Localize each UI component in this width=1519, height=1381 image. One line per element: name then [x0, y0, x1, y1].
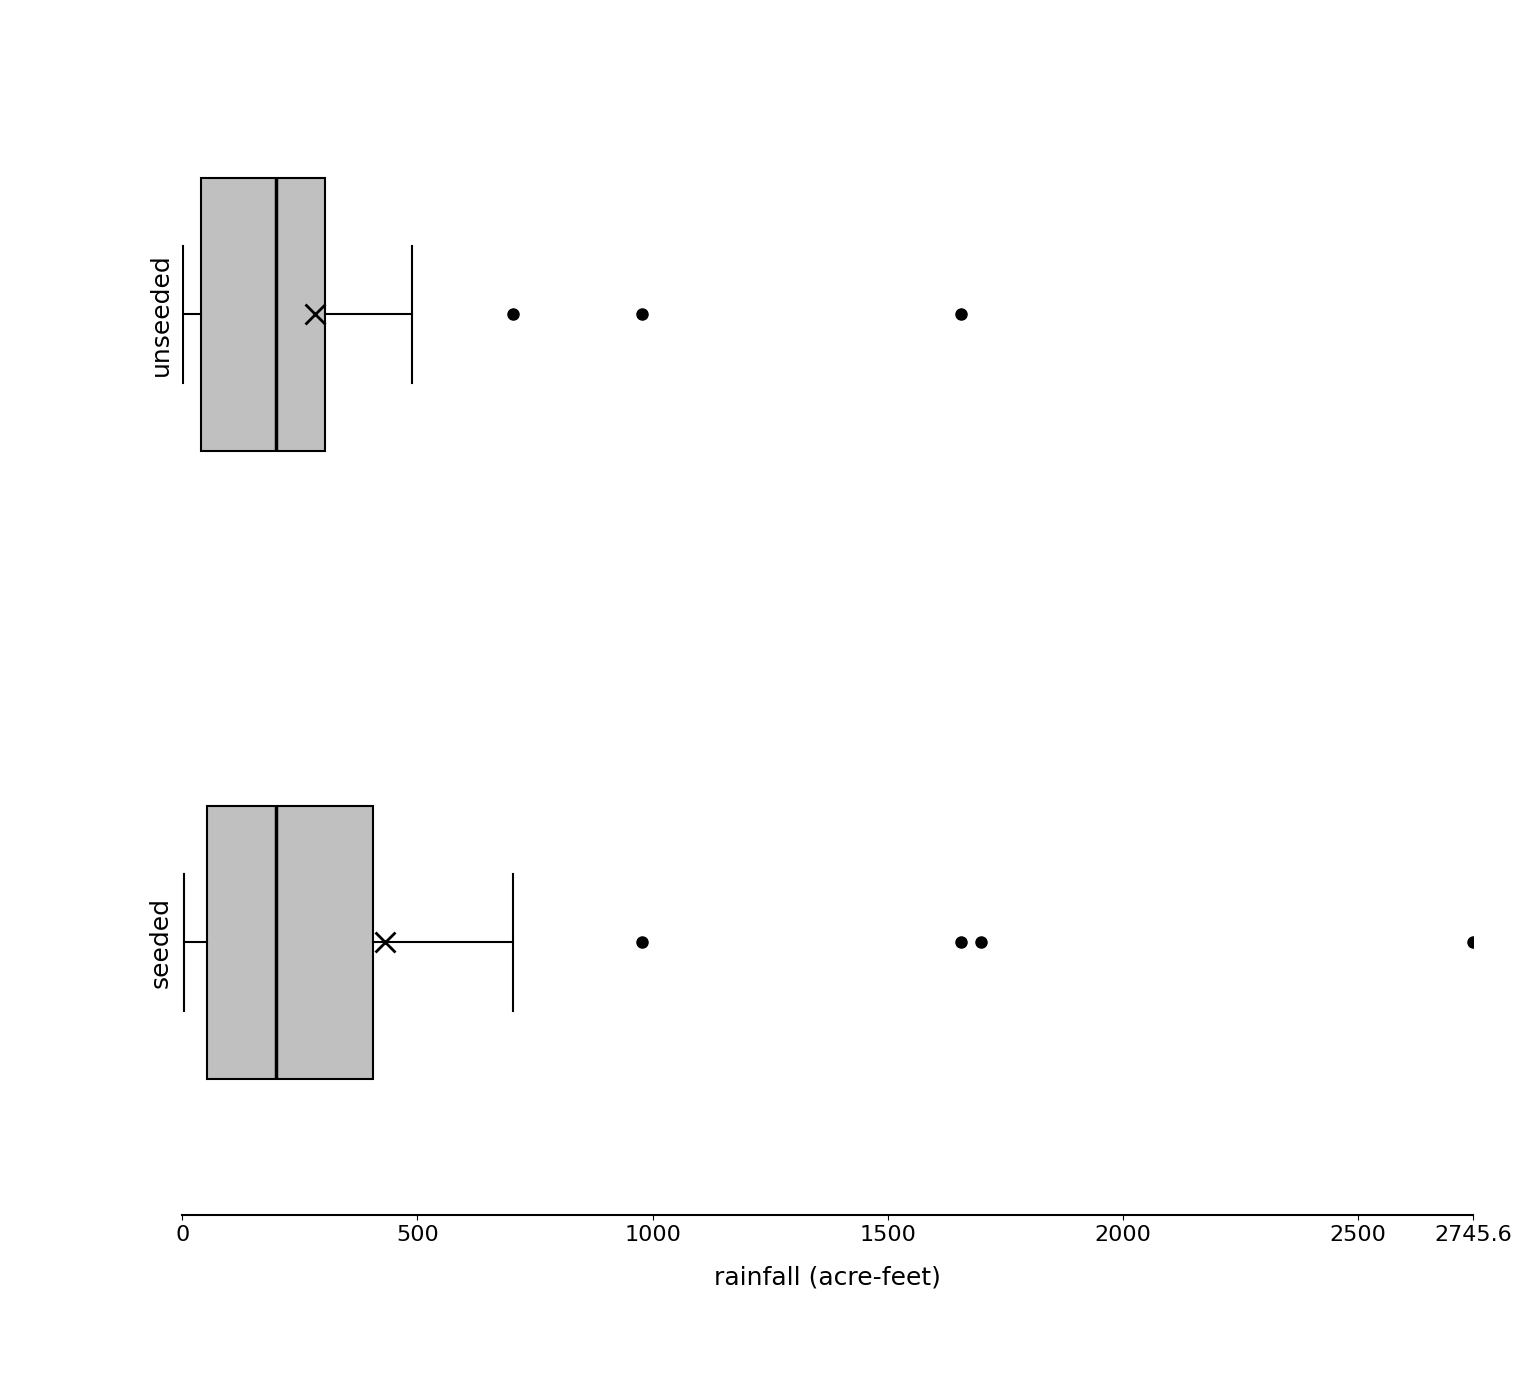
PathPatch shape	[208, 805, 374, 1079]
PathPatch shape	[202, 178, 325, 452]
X-axis label: rainfall (acre-feet): rainfall (acre-feet)	[714, 1266, 942, 1290]
